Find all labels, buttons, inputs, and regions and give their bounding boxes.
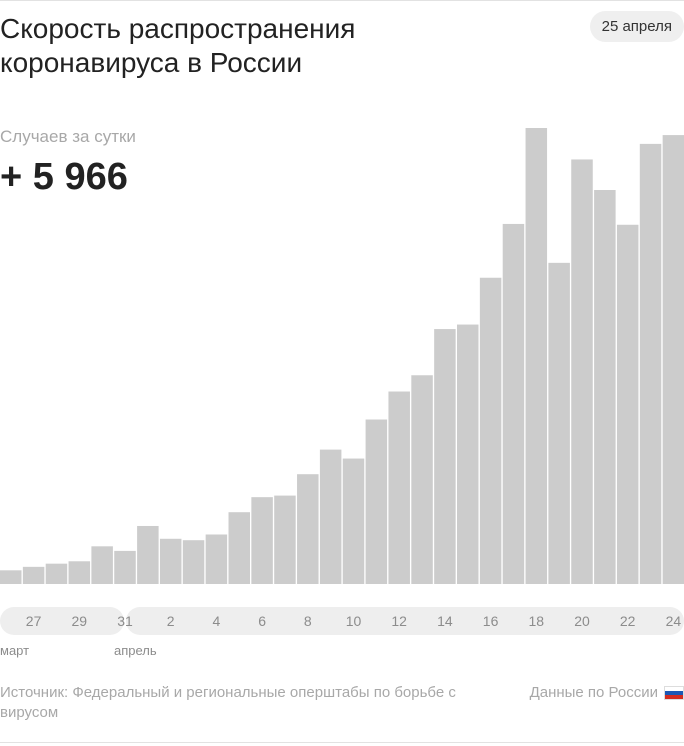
x-tick-label: 18 [528, 613, 545, 629]
x-tick-label: 2 [166, 613, 175, 629]
top-divider [0, 0, 684, 1]
axis-segment-april [126, 607, 684, 635]
bar-11[interactable] [228, 512, 251, 584]
bar-28[interactable] [616, 224, 639, 584]
bar-29[interactable] [639, 143, 662, 584]
bar-9[interactable] [182, 540, 205, 584]
x-tick-label: 14 [437, 613, 453, 629]
bar-14[interactable] [297, 474, 319, 584]
month-label-march: март [0, 643, 30, 658]
x-tick-label: 27 [25, 613, 42, 629]
bar-1[interactable] [0, 570, 22, 584]
bar-chart [0, 128, 684, 584]
bar-8[interactable] [159, 538, 182, 584]
x-tick-label: 12 [391, 613, 407, 629]
bar-13[interactable] [274, 495, 296, 584]
x-tick-label: 24 [665, 613, 682, 629]
russia-flag-icon [664, 686, 684, 700]
bar-5[interactable] [91, 546, 113, 584]
bar-18[interactable] [388, 391, 410, 584]
bar-24[interactable] [525, 128, 548, 584]
daily-cases-value: + 5 966 [0, 156, 128, 198]
bar-25[interactable] [548, 262, 570, 584]
bar-15[interactable] [319, 449, 342, 584]
x-tick-label: 6 [258, 613, 266, 629]
bar-16[interactable] [342, 458, 365, 584]
x-tick-label: 4 [212, 613, 221, 629]
date-badge[interactable]: 25 апреля [589, 11, 684, 42]
bar-2[interactable] [22, 566, 45, 584]
country-label: Данные по России [529, 684, 658, 701]
bar-20[interactable] [434, 329, 456, 584]
bar-6[interactable] [114, 550, 136, 584]
bottom-divider [0, 742, 684, 743]
bar-19[interactable] [411, 375, 433, 584]
bar-10[interactable] [205, 534, 228, 584]
x-tick-label: 31 [117, 613, 133, 629]
bar-3[interactable] [45, 563, 68, 584]
bar-4[interactable] [68, 561, 91, 584]
axis-segment-march [0, 607, 124, 635]
x-tick-label: 10 [345, 613, 362, 629]
chart-title: Скорость распространения коронавируса в … [0, 13, 356, 78]
bar-7[interactable] [137, 525, 159, 584]
bar-17[interactable] [365, 419, 388, 584]
source-note: Источник: Федеральный и региональные опе… [0, 684, 456, 721]
x-tick-label: 16 [482, 613, 499, 629]
bar-22[interactable] [479, 277, 502, 584]
x-tick-label: 29 [71, 613, 88, 629]
date-axis[interactable] [0, 607, 684, 635]
bar-30[interactable] [662, 135, 684, 584]
bar-23[interactable] [502, 223, 525, 584]
bar-27[interactable] [594, 190, 616, 584]
bar-26[interactable] [571, 159, 593, 584]
bar-21[interactable] [457, 324, 479, 584]
month-label-april: апрель [114, 643, 157, 658]
x-tick-label: 8 [303, 613, 312, 629]
country-selector[interactable]: Данные по России [530, 683, 684, 703]
daily-cases-label: Случаев за сутки [0, 127, 136, 146]
x-tick-label: 20 [574, 613, 590, 629]
bar-12[interactable] [251, 497, 273, 584]
x-tick-label: 22 [619, 613, 636, 629]
